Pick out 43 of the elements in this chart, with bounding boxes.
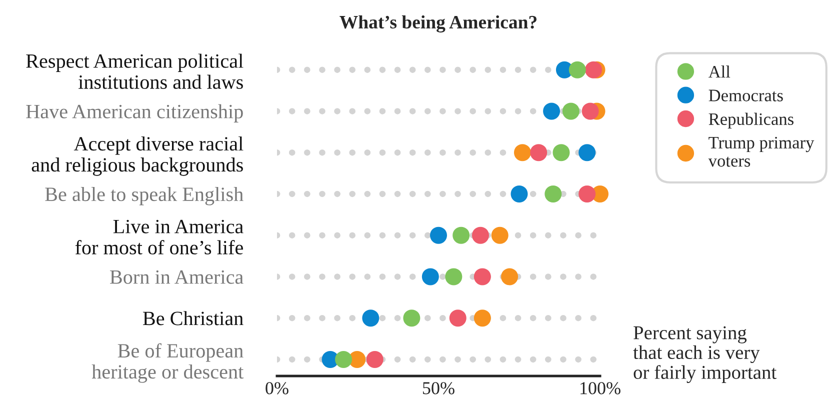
- point: [366, 350, 384, 368]
- point: [510, 185, 528, 202]
- y-tick-label: Be Christian: [142, 311, 244, 326]
- point: [501, 268, 518, 286]
- y-tick-label: Respect American political institutions and laws: [26, 54, 244, 89]
- point: [430, 226, 448, 244]
- y-tick-label: Be of European heritage or descent: [92, 343, 244, 383]
- point: [491, 226, 508, 244]
- point: [530, 144, 548, 162]
- point: [452, 226, 470, 244]
- point: [474, 310, 491, 327]
- legend-label: Trump primary voters: [708, 136, 814, 167]
- point: [543, 102, 560, 120]
- point: [335, 350, 352, 368]
- x-tick-label: 100%: [580, 382, 620, 394]
- point: [544, 185, 562, 202]
- point: [474, 268, 491, 286]
- point: [403, 310, 420, 327]
- point: [578, 185, 596, 202]
- legend-label: Republicans: [708, 112, 794, 129]
- y-tick-label: Have American citizenship: [26, 104, 243, 122]
- legend-label: Democrats: [708, 90, 783, 102]
- point: [449, 310, 466, 327]
- point: [562, 102, 580, 120]
- point: [422, 268, 439, 286]
- point: [445, 268, 462, 286]
- x-tick-label: 50%: [423, 382, 454, 394]
- point: [472, 226, 489, 244]
- chart-title: What’s being American?: [340, 15, 537, 32]
- point: [585, 61, 602, 78]
- x-tick-label: 0%: [266, 382, 288, 394]
- legend-label: All: [708, 65, 730, 78]
- point: [582, 102, 599, 120]
- y-tick-label: Accept diverse racial and religious backgrounds: [32, 136, 244, 176]
- point: [568, 61, 586, 78]
- y-tick-label: Born in America: [110, 270, 244, 284]
- text: Percent saying that each is very or fairly important: [633, 326, 777, 383]
- point: [362, 310, 380, 327]
- y-tick-label: Be able to speak English: [45, 186, 244, 206]
- point: [552, 144, 570, 162]
- y-tick-label: Live in America for most of one’s life: [75, 220, 244, 254]
- point: [578, 144, 596, 162]
- point: [514, 144, 531, 162]
